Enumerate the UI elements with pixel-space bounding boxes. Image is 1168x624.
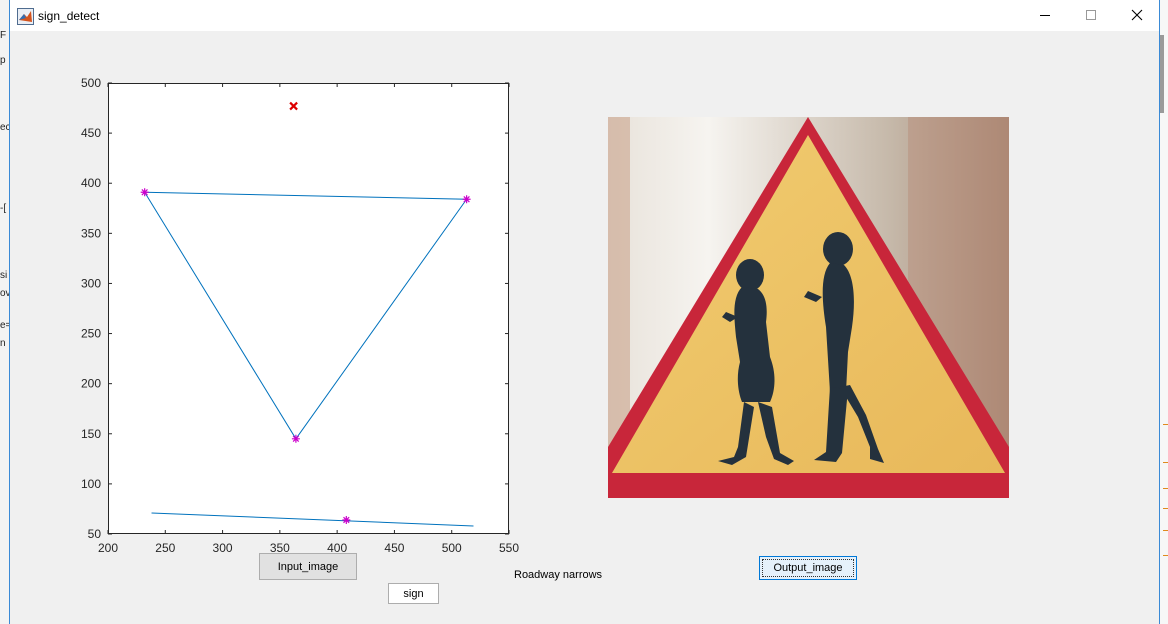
asterisk-marker xyxy=(342,515,351,524)
asterisk-marker xyxy=(462,195,471,204)
background-text: F xyxy=(0,30,7,41)
sign-button[interactable]: sign xyxy=(388,583,439,604)
plot-axes: 200 250 300 350 400 450 500 550 50 100 150 200 250 30… xyxy=(81,76,519,555)
plot-axes-frame xyxy=(108,83,509,534)
figure-window: sign_detect 200 250 300 350 400 450 500 550 50 10… xyxy=(9,0,1160,624)
x-tick-label: 450 xyxy=(384,541,404,555)
x-marker xyxy=(289,101,298,111)
background-text: -[ xyxy=(0,203,7,214)
x-tick-label: 350 xyxy=(270,541,290,555)
y-tick-label: 350 xyxy=(81,226,101,240)
output-image-button[interactable]: Output_image xyxy=(759,556,857,580)
y-tick-label: 400 xyxy=(81,176,101,190)
pedestrian-figure-icon xyxy=(804,232,884,463)
background-text: ov xyxy=(0,288,10,299)
input-image-button[interactable]: Input_image xyxy=(259,553,357,580)
minimize-icon xyxy=(1040,15,1050,16)
y-tick-label: 450 xyxy=(81,126,101,140)
minimize-button[interactable] xyxy=(1022,0,1068,31)
background-text: si xyxy=(0,270,8,281)
y-tick-label: 250 xyxy=(81,327,101,341)
y-tick-label: 50 xyxy=(88,527,102,541)
background-scrollbar xyxy=(1160,35,1164,113)
asterisk-marker xyxy=(140,188,149,197)
y-tick-label: 300 xyxy=(81,276,101,290)
close-icon xyxy=(1131,9,1143,21)
sign-result-label: Roadway narrows xyxy=(514,569,603,581)
x-tick-label: 200 xyxy=(98,541,118,555)
background-text: e= xyxy=(0,320,9,331)
x-tick-label: 300 xyxy=(213,541,233,555)
close-button[interactable] xyxy=(1114,0,1160,31)
data-series-line xyxy=(144,191,468,440)
y-tick-label: 150 xyxy=(81,427,101,441)
y-tick-label: 500 xyxy=(81,76,101,90)
matlab-logo-icon xyxy=(17,8,34,25)
output-image xyxy=(608,117,1009,498)
output-image-button-label: Output_image xyxy=(773,562,843,574)
asterisk-marker xyxy=(291,434,300,443)
y-tick-label: 100 xyxy=(81,477,101,491)
title-bar[interactable]: sign_detect xyxy=(10,0,1159,31)
x-tick-label: 500 xyxy=(442,541,462,555)
background-text: p xyxy=(0,55,6,66)
window-title: sign_detect xyxy=(38,9,100,23)
focus-indicator xyxy=(762,559,854,577)
data-series-line xyxy=(151,512,474,527)
y-tick-label: 200 xyxy=(81,377,101,391)
maximize-icon xyxy=(1086,10,1096,20)
background-text: ec xyxy=(0,122,10,133)
pedestrian-figure-icon xyxy=(718,259,794,465)
background-text: n xyxy=(0,338,6,349)
maximize-button[interactable] xyxy=(1068,0,1114,31)
x-tick-label: 400 xyxy=(327,541,347,555)
x-tick-label: 550 xyxy=(499,541,519,555)
sign-fill xyxy=(612,135,1005,473)
x-tick-label: 250 xyxy=(155,541,175,555)
